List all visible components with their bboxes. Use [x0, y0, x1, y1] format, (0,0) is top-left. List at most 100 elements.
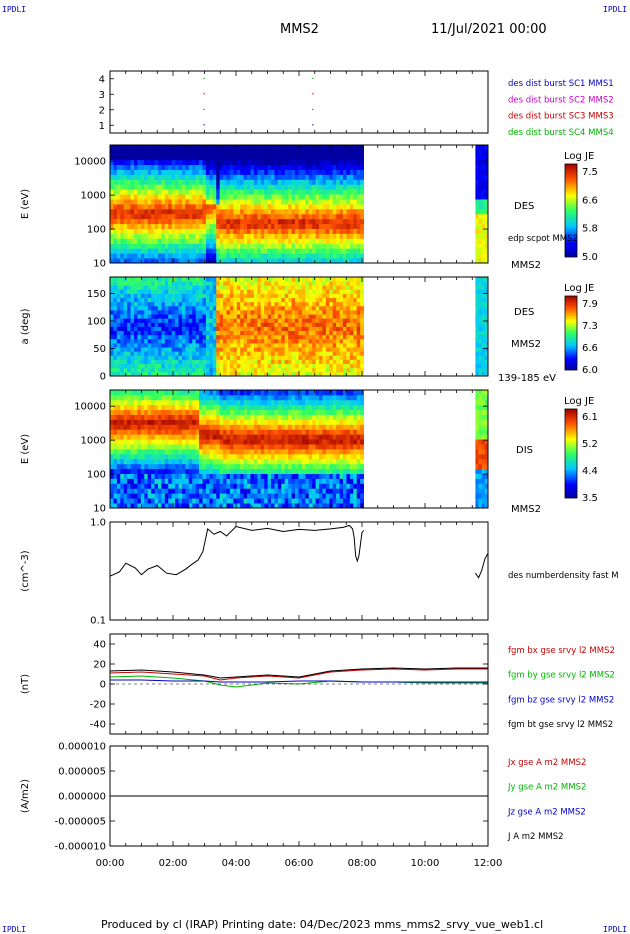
heatmap-cell	[353, 351, 358, 356]
heatmap-cell	[123, 404, 128, 411]
heatmap-cell	[175, 189, 179, 195]
heatmap-cell	[147, 310, 152, 315]
heatmap-cell	[219, 429, 224, 435]
heatmap-cell	[110, 208, 114, 215]
heatmap-cell	[185, 493, 190, 499]
heatmap-cell	[171, 179, 176, 185]
heatmap-cell	[233, 498, 238, 504]
heatmap-cell	[336, 213, 340, 220]
heatmap-cell	[247, 310, 251, 315]
heatmap-cell	[319, 277, 323, 282]
heatmap-cell	[343, 343, 347, 348]
heatmap-cell	[267, 394, 272, 401]
heatmap-cell	[164, 169, 169, 175]
heatmap-cell	[339, 213, 344, 220]
heatmap-cell	[130, 301, 135, 307]
heatmap-cell	[284, 458, 289, 465]
heatmap-cell	[281, 468, 286, 474]
heatmap-cell	[267, 463, 272, 470]
heatmap-cell	[110, 204, 114, 210]
heatmap-cell	[274, 199, 279, 205]
heatmap-cell	[144, 453, 149, 460]
heatmap-cell	[185, 305, 190, 311]
heatmap-cell	[336, 318, 340, 323]
heatmap-cell	[247, 208, 251, 215]
heatmap-cell	[281, 326, 286, 332]
heatmap-cell	[110, 194, 114, 200]
heatmap-cell	[253, 463, 258, 470]
heatmap-cell	[253, 453, 258, 460]
heatmap-cell	[209, 488, 214, 494]
heatmap-cell	[205, 351, 210, 356]
heatmap-cell	[188, 463, 193, 470]
heatmap-cell	[226, 404, 231, 411]
heatmap-cell	[319, 310, 323, 315]
heatmap-cell	[236, 174, 241, 180]
heatmap-cell	[185, 159, 190, 166]
heatmap-cell	[164, 277, 169, 282]
heatmap-cell	[260, 488, 265, 494]
heatmap-cell	[281, 199, 286, 205]
heatmap-cell	[212, 285, 217, 290]
heatmap-cell	[329, 223, 334, 229]
heatmap-cell	[481, 194, 486, 200]
heatmap-cell	[195, 449, 200, 455]
heatmap-cell	[202, 338, 207, 344]
heatmap-cell	[288, 228, 293, 234]
heatmap-cell	[113, 334, 118, 340]
heatmap-cell	[343, 233, 347, 239]
heatmap-cell	[339, 347, 344, 352]
heatmap-cell	[216, 281, 221, 286]
heatmap-cell	[267, 493, 272, 499]
heatmap-cell	[325, 149, 330, 156]
heatmap-cell	[209, 322, 214, 327]
heatmap-cell	[110, 359, 114, 365]
heatmap-cell	[120, 483, 125, 489]
heatmap-cell	[188, 355, 193, 360]
heatmap-cell	[284, 483, 289, 489]
heatmap-cell	[284, 189, 289, 195]
heatmap-cell	[127, 347, 131, 352]
heatmap-cell	[284, 404, 289, 411]
heatmap-cell	[264, 233, 269, 239]
heatmap-cell	[202, 478, 207, 484]
heatmap-cell	[264, 213, 269, 220]
heatmap-cell	[181, 359, 186, 365]
heatmap-cell	[229, 330, 234, 336]
heatmap-cell	[305, 334, 310, 340]
heatmap-cell	[205, 277, 210, 282]
heatmap-cell	[250, 253, 255, 259]
heatmap-cell	[284, 351, 289, 356]
heatmap-cell	[113, 498, 118, 504]
heatmap-cell	[277, 404, 282, 411]
heatmap-cell	[250, 248, 255, 254]
heatmap-cell	[175, 463, 179, 470]
heatmap-cell	[209, 409, 214, 415]
heatmap-cell	[243, 243, 248, 249]
heatmap-cell	[133, 488, 138, 494]
heatmap-cell	[284, 334, 289, 340]
heatmap-cell	[147, 414, 152, 420]
heatmap-cell	[356, 330, 361, 336]
heatmap-cell	[267, 189, 272, 195]
heatmap-cell	[336, 179, 340, 185]
heatmap-cell	[209, 473, 214, 479]
heatmap-cell	[116, 293, 121, 299]
heatmap-cell	[140, 199, 145, 205]
heatmap-cell	[233, 297, 238, 303]
heatmap-cell	[151, 399, 155, 406]
heatmap-cell	[147, 289, 152, 294]
heatmap-cell	[257, 218, 262, 225]
heatmap-cell	[209, 285, 214, 290]
heatmap-cell	[284, 449, 289, 455]
heatmap-cell	[181, 343, 186, 348]
heatmap-cell	[192, 399, 197, 406]
heatmap-cell	[284, 439, 289, 445]
heatmap-cell	[257, 453, 262, 460]
heatmap-cell	[209, 363, 214, 369]
heatmap-cell	[140, 463, 145, 470]
heatmap-cell	[233, 463, 238, 470]
heatmap-cell	[339, 351, 344, 356]
heatmap-cell	[154, 473, 159, 479]
heatmap-cell	[329, 363, 334, 369]
